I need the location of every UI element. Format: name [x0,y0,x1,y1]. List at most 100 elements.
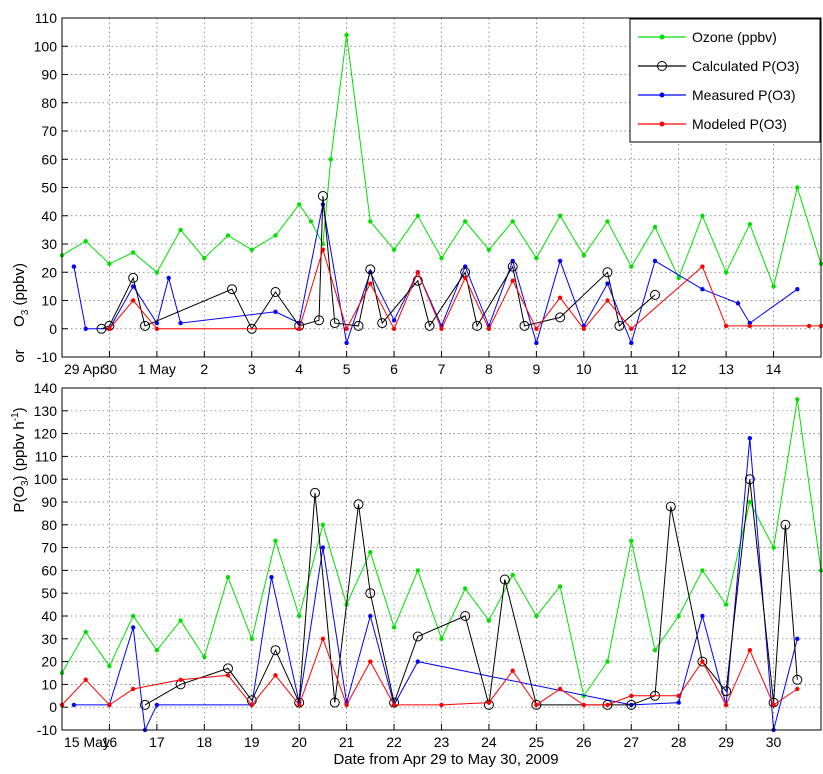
data-point [747,222,752,227]
data-point [154,326,160,331]
top-y-ticks: -10 0 10 20 30 40 50 60 70 80 90 100 110 [34,10,68,365]
data-point [581,326,586,331]
data-point [317,191,328,201]
y-tick-label: 40 [41,208,57,224]
data-point [353,499,364,510]
top-series [59,32,823,346]
y-tick-label: 100 [34,471,58,487]
data-point [463,586,468,591]
x-tick-label: 25 [529,734,545,750]
data-point [676,693,681,698]
data-point [744,474,755,485]
data-point [795,185,800,190]
data-point [314,315,324,326]
y-tick-label: 110 [35,10,58,26]
x-tick-label: 20 [291,734,307,750]
data-point [723,323,729,329]
data-point [83,629,88,635]
data-point [534,255,539,261]
legend-item: Measured P(O3) [638,87,795,103]
bottom-panel: -10 0 10 20 30 40 50 60 70 80 90 100 110 120 130 140 15… [34,380,823,750]
data-point [723,702,729,708]
data-point [531,699,542,710]
y-tick-label: 50 [41,180,57,196]
data-point [721,686,732,697]
data-point [365,588,376,599]
data-point [368,659,373,664]
x-tick-label: 17 [149,734,165,750]
data-point [652,224,658,230]
x-tick-label: 19 [244,734,260,750]
y-tick-label: 120 [34,426,58,442]
data-point [320,545,326,550]
data-point [308,219,314,224]
y-tick-label: 100 [34,38,58,54]
data-point [131,613,136,619]
y-tick-label: -10 [37,349,57,365]
data-point [626,699,637,710]
data-point [328,157,333,162]
x-tick-label: 29 Apr [64,361,105,377]
data-point [140,320,150,331]
data-point [652,258,658,264]
data-point [412,631,423,642]
data-point [178,320,183,326]
data-point [795,397,800,402]
data-point [472,320,483,331]
data-point [780,519,791,530]
data-point [652,648,658,653]
data-point [297,326,302,331]
data-point [344,32,349,38]
data-point [353,320,364,331]
data-point [178,227,183,233]
data-point [344,702,349,708]
data-point [534,613,539,619]
data-point [747,499,752,505]
data-point [605,702,610,708]
y-tick-label: 30 [41,236,57,252]
data-point [605,298,610,303]
data-point [602,267,613,278]
data-point [534,326,539,331]
legend-label: Calculated P(O3) [692,58,799,74]
data-point [131,686,136,692]
x-tick-label: 1 May [138,361,176,377]
data-point [723,602,729,607]
data-point [771,702,776,708]
data-point [225,673,231,678]
x-tick-label: 3 [248,361,256,377]
x-tick-label: 21 [339,734,355,750]
data-point [700,264,705,269]
data-point [140,699,150,710]
data-point [368,613,373,619]
data-point [629,326,634,331]
data-point [771,545,776,550]
x-tick-label: 2 [200,361,208,377]
data-point [629,538,634,543]
data-point [270,287,281,297]
data-point [249,247,254,252]
data-point [700,659,705,664]
data-point [329,697,340,708]
legend-item: Calculated P(O3) [638,58,799,74]
y-tick-label: 80 [41,95,57,111]
x-tick-label: 28 [671,734,687,750]
x-tick-label: 22 [386,734,402,750]
data-point [795,287,800,292]
x-tick-label: 13 [718,361,734,377]
data-point [225,233,231,238]
x-tick-label: 23 [434,734,450,750]
data-point [605,659,610,664]
data-point [249,702,254,708]
data-point [676,275,681,281]
data-point [557,295,563,300]
data-point [270,645,281,656]
data-point [131,625,136,630]
y-tick-label: 50 [41,585,57,601]
data-point [415,568,420,573]
data-point [486,326,492,331]
y-axis-label-top: O3 (ppbv) [11,263,31,327]
data-point [320,247,326,252]
